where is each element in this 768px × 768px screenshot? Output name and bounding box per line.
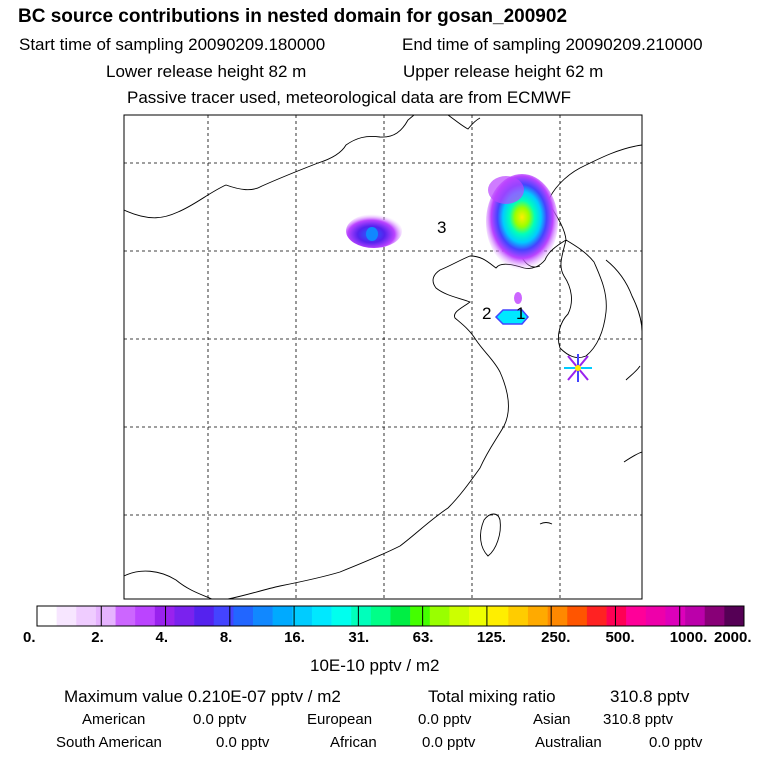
colorbar-cell [174, 606, 195, 626]
colorbar-cell [567, 606, 588, 626]
colorbar-cell [724, 606, 745, 626]
colorbar-cell [37, 606, 57, 626]
colorbar-cell [429, 606, 450, 626]
colorbar-cell [469, 606, 489, 626]
region-name-european: European [307, 711, 373, 728]
colorbar-cell [370, 606, 391, 626]
colorbar-cell [508, 606, 529, 626]
source-region-label-3: 3 [437, 218, 447, 237]
colorbar-cell [311, 606, 332, 626]
region-value-european: 0.0 pptv [418, 711, 472, 728]
colorbar-tick-label: 63. [412, 629, 434, 646]
plume-inner-mongolia-core [366, 227, 378, 241]
region-value-asian: 310.8 pptv [603, 711, 674, 728]
colorbar-cell [115, 606, 136, 626]
colorbar-cell [685, 606, 706, 626]
receptor-star-icon [564, 354, 592, 382]
colorbar-cell [95, 606, 116, 626]
colorbar-unit-label: 10E-10 pptv / m2 [310, 656, 440, 675]
colorbar-cell [135, 606, 156, 626]
region-value-australian: 0.0 pptv [649, 734, 703, 751]
colorbar-tick-label: 0. [23, 629, 36, 646]
colorbar-tick-label: 250. [541, 629, 571, 646]
colorbar-cell [331, 606, 352, 626]
source-contribution-plumes [346, 174, 558, 325]
colorbar-cell [390, 606, 411, 626]
colorbar-tick-label: 1000. [669, 629, 708, 646]
region-name-american: American [82, 711, 146, 728]
colorbar-cell [449, 606, 470, 626]
colorbar-tick-label: 4. [155, 629, 169, 646]
colorbar-cell [410, 606, 431, 626]
page-title: BC source contributions in nested domain… [18, 6, 568, 27]
colorbar-cell [527, 606, 548, 626]
colorbar-cell [272, 606, 293, 626]
colorbar-cell [488, 606, 509, 626]
colorbar-cells [36, 606, 745, 626]
total-mixing-ratio-value: 310.8 pptv [610, 687, 690, 706]
colorbar-cell [704, 606, 725, 626]
colorbar-tick-label: 2000. [714, 629, 752, 646]
plume-shandong [494, 309, 529, 325]
maximum-value-label: Maximum value 0.210E-07 pptv / m2 [64, 687, 341, 706]
upper-release-height-label: Upper release height 62 m [403, 62, 604, 81]
region-name-african: African [330, 734, 377, 751]
colorbar-cell [351, 606, 372, 626]
total-mixing-ratio-label: Total mixing ratio [428, 687, 556, 706]
colorbar-cell [586, 606, 607, 626]
colorbar-cell [626, 606, 647, 626]
region-value-south-american: 0.0 pptv [216, 734, 270, 751]
region-value-american: 0.0 pptv [193, 711, 247, 728]
lower-release-height-label: Lower release height 82 m [106, 62, 307, 81]
colorbar-cell [56, 606, 77, 626]
colorbar-tick-label: 31. [348, 629, 370, 646]
colorbar-cell [253, 606, 273, 626]
map-area [123, 114, 643, 600]
start-time-label: Start time of sampling 20090209.180000 [19, 35, 326, 54]
region-name-south-american: South American [56, 734, 162, 751]
colorbar-cell [292, 606, 313, 626]
source-region-label-1: 1 [516, 304, 526, 323]
lat-lon-grid [124, 115, 642, 599]
end-time-label: End time of sampling 20090209.210000 [402, 35, 703, 54]
region-name-australian: Australian [535, 734, 602, 751]
colorbar-cell [665, 606, 686, 626]
colorbar-cell [213, 606, 234, 626]
colorbar-cell [154, 606, 175, 626]
colorbar-tick-label: 8. [219, 629, 233, 646]
colorbar-cell [606, 606, 627, 626]
colorbar-tick-label: 2. [91, 629, 104, 646]
colorbar-tick-label: 125. [476, 629, 507, 646]
colorbar-tick-label: 500. [605, 629, 635, 646]
colorbar-cell [645, 606, 666, 626]
colorbar-cell [547, 606, 568, 626]
region-value-african: 0.0 pptv [422, 734, 476, 751]
source-region-label-2: 2 [482, 304, 492, 323]
colorbar-cell [233, 606, 254, 626]
colorbar-cell [194, 606, 215, 626]
plume-north-china-tail [488, 176, 524, 204]
plume-shandong-tail [514, 292, 522, 304]
tracer-info-label: Passive tracer used, meteorological data… [127, 88, 572, 107]
colorbar-tick-label: 16. [284, 629, 305, 646]
coastlines [123, 114, 643, 600]
region-name-asian: Asian [533, 711, 571, 728]
colorbar-cell [76, 606, 97, 626]
